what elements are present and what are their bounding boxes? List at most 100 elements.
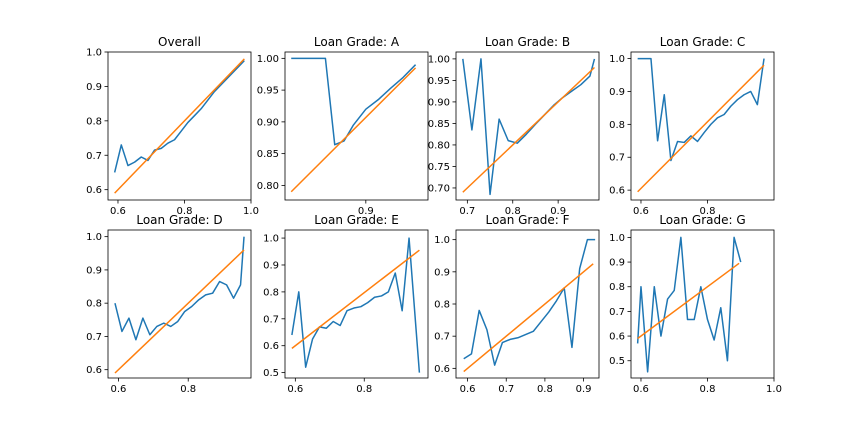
- y-tick-label: 0.6: [263, 341, 279, 352]
- y-tick-label: 0.9: [609, 87, 625, 98]
- x-tick-label: 0.7: [459, 206, 475, 217]
- reference-line: [463, 263, 594, 373]
- y-tick-label: 0.8: [609, 282, 625, 293]
- axes-frame: [107, 229, 252, 379]
- series-group: [113, 58, 245, 194]
- y-tick-label: 0.7: [609, 153, 625, 164]
- reference-line: [114, 58, 245, 194]
- x-tick-label: 0.8: [505, 206, 521, 217]
- y-tick-label: 0.95: [428, 76, 450, 87]
- y-tick-label: 0.90: [428, 97, 450, 108]
- x-tick-label: 0.6: [633, 206, 649, 217]
- y-tick-label: 0.80: [428, 140, 450, 151]
- subplot-title: Loan Grade: C: [660, 35, 745, 49]
- axes-frame: [284, 229, 429, 379]
- reference-line: [290, 67, 417, 193]
- y-tick-label: 0.80: [257, 181, 279, 192]
- x-tick-label: 0.6: [633, 384, 649, 395]
- series-group: [114, 236, 245, 374]
- x-tick-label: 0.6: [111, 384, 127, 395]
- axes-frame: [107, 51, 252, 201]
- reference-line: [291, 249, 420, 349]
- subplot-title: Loan Grade: E: [314, 213, 399, 227]
- series-group: [463, 238, 596, 373]
- x-tick-label: 0.6: [460, 384, 476, 395]
- reference-line: [637, 262, 740, 340]
- y-tick-label: 0.70: [428, 183, 450, 194]
- y-tick-label: 0.7: [434, 332, 450, 343]
- y-tick-label: 0.9: [434, 267, 450, 278]
- y-tick-label: 0.7: [609, 307, 625, 318]
- axes-frame: [630, 229, 775, 379]
- y-tick-label: 1.0: [86, 48, 102, 59]
- axes-frame: [630, 51, 775, 201]
- subplot-title: Loan Grade: F: [486, 213, 570, 227]
- y-tick-label: 1.00: [257, 54, 279, 65]
- subplot-2: Loan Grade: A 0.9 0.80 0.85 0.90 0.95 1.00: [257, 35, 429, 217]
- x-tick-label: 0.8: [700, 206, 716, 217]
- reference-line: [462, 66, 595, 193]
- y-tick-label: 0.8: [263, 287, 279, 298]
- y-tick-label: 0.6: [86, 365, 102, 376]
- subplot-3: Loan Grade: B 0.7 0.8 0.9 0.70 0.75 0.80 0.85 0.…: [428, 35, 600, 217]
- y-tick-label: 0.7: [86, 332, 102, 343]
- subplot-title: Loan Grade: D: [136, 213, 222, 227]
- calibration-line: [637, 57, 765, 162]
- y-tick-label: 0.75: [428, 162, 450, 173]
- y-tick-label: 0.9: [86, 265, 102, 276]
- series-group: [462, 58, 596, 196]
- subplot-5: Loan Grade: D 0.6 0.8 0.6 0.7 0.8 0.9 1.0: [86, 213, 252, 395]
- x-tick-label: 0.8: [700, 384, 716, 395]
- reference-line: [637, 64, 765, 193]
- x-tick-label: 0.9: [576, 384, 592, 395]
- x-tick-label: 0.8: [356, 384, 372, 395]
- y-tick-label: 0.95: [257, 86, 279, 97]
- y-tick-label: 1.0: [263, 234, 279, 245]
- subplot-1: Overall 0.6 0.8 1.0 0.6 0.7 0.8 0.9 1.0: [86, 35, 259, 217]
- x-tick-label: 1.0: [243, 206, 259, 217]
- y-tick-label: 0.6: [609, 186, 625, 197]
- x-tick-label: 1.0: [766, 384, 782, 395]
- calibration-line: [291, 57, 417, 146]
- series-group: [290, 57, 417, 193]
- y-tick-label: 1.0: [86, 232, 102, 243]
- series-group: [636, 236, 742, 373]
- calibration-line: [636, 236, 742, 373]
- y-tick-label: 1.0: [609, 233, 625, 244]
- x-tick-label: 0.8: [537, 384, 553, 395]
- series-group: [637, 57, 765, 193]
- y-tick-label: 0.7: [86, 151, 102, 162]
- y-tick-label: 0.5: [263, 368, 279, 379]
- y-tick-label: 0.6: [609, 332, 625, 343]
- y-tick-label: 0.6: [434, 364, 450, 375]
- subplot-6: Loan Grade: E 0.6 0.8 0.5 0.6 0.7 0.8 0.9 1.0: [263, 213, 429, 395]
- y-tick-label: 0.85: [257, 149, 279, 160]
- y-tick-label: 1.0: [434, 235, 450, 246]
- y-tick-label: 0.8: [434, 300, 450, 311]
- y-tick-label: 0.7: [263, 314, 279, 325]
- x-tick-label: 0.7: [498, 384, 514, 395]
- y-tick-label: 0.90: [257, 117, 279, 128]
- y-tick-label: 0.5: [609, 356, 625, 367]
- calibration-line: [291, 237, 421, 373]
- calibration-line: [113, 60, 245, 173]
- y-tick-label: 0.6: [86, 185, 102, 196]
- series-group: [291, 237, 421, 373]
- subplot-title: Loan Grade: B: [485, 35, 570, 49]
- x-tick-label: 0.9: [550, 206, 566, 217]
- x-tick-label: 0.9: [358, 206, 374, 217]
- subplot-title: Overall: [158, 35, 201, 49]
- subplot-8: Loan Grade: G 0.6 0.8 1.0 0.5 0.6 0.7 0.8 0.9 1.0: [609, 213, 782, 395]
- y-tick-label: 1.00: [428, 54, 450, 65]
- subplot-title: Loan Grade: A: [314, 35, 400, 49]
- axes-frame: [284, 51, 429, 201]
- y-tick-label: 0.8: [609, 120, 625, 131]
- y-tick-label: 0.9: [609, 258, 625, 269]
- reference-line: [114, 249, 245, 374]
- subplot-7: Loan Grade: F 0.6 0.7 0.8 0.9 0.6 0.7 0.8 0.9 1.0: [434, 213, 600, 395]
- x-tick-label: 0.8: [177, 206, 193, 217]
- y-tick-label: 0.85: [428, 119, 450, 130]
